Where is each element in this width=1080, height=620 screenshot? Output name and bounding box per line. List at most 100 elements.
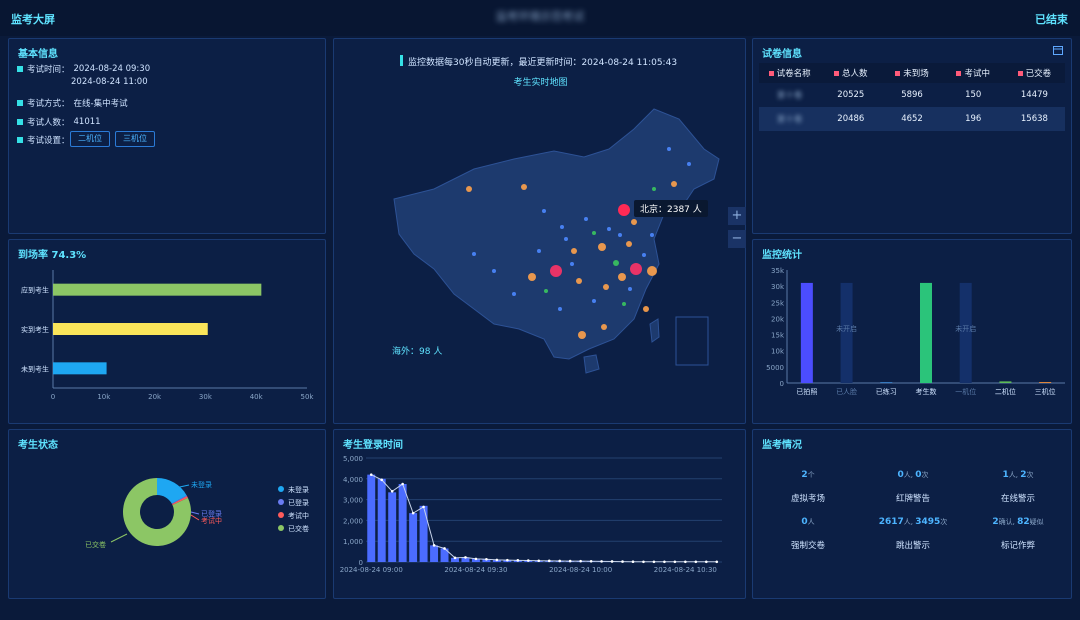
bullet-icon [17,100,23,106]
stat-red-card: 0人, 0次 红牌警告 [895,470,930,504]
category-label: 应到考生 [21,286,49,295]
y-tick-label: 25k [771,299,785,307]
slice-label: 已登录 [201,509,222,518]
column-header: 总人数 [820,67,881,79]
trend-point [652,560,656,564]
x-tick-label: 20k [148,393,162,401]
trend-point [443,547,446,550]
exam-title: 监考环境示范考试 [496,10,584,23]
absent-count: 5896 [901,90,923,100]
bar [419,505,428,562]
exam-time-label: 考试时间： [27,65,70,75]
paper-table: 试卷名称 总人数 未到场 考试中 已交卷 第十卷 20525 5896 150 … [759,63,1065,131]
exam-site-dot [592,231,596,235]
slice-label: 未登录 [191,480,212,489]
exam-count-row: 考试人数： 41011 [17,116,101,128]
student-status-title: 考生状态 [18,440,58,451]
trend-line [371,474,717,563]
column-header: 考试中 [943,67,1004,79]
slice-label: 已交卷 [85,540,106,549]
legend-label: 未登录 [288,485,309,494]
exam-site-dot [630,263,642,275]
exam-site-dot [512,292,516,296]
trend-point [401,482,404,486]
trend-point [506,558,509,562]
overseas-count: 海外：98 人 [392,347,443,357]
exam-status: 已结束 [1035,13,1068,26]
exam-site-dot [560,225,564,229]
trend-point [673,560,677,564]
trend-point [589,559,593,563]
exam-count-value: 41011 [73,117,101,127]
exam-settings-row: 考试设置： [17,134,70,146]
exam-site-dot [550,265,562,277]
exam-site-dot [528,273,536,281]
in-exam-count: 150 [965,90,982,100]
bar [430,545,439,562]
x-tick-label: 2024-08-24 09:30 [444,566,507,574]
update-notice: 监控数据每30秒自动更新，最近更新时间：2024-08-24 11:05:43 [408,58,678,68]
table-row[interactable]: 第十卷 20525 5896 150 14479 [759,83,1065,107]
column-header: 未到场 [881,67,942,79]
bar [461,557,470,562]
exam-site-dot [613,260,619,266]
x-tick-label: 已练习 [876,387,897,396]
exam-mode-label: 考试方式： [27,99,70,109]
bar [840,282,853,383]
exam-site-dot [667,147,671,151]
x-tick-label: 2024-08-24 09:00 [340,566,403,574]
total-count: 20525 [837,90,865,100]
exam-mode-value: 在线-集中考试 [73,99,128,109]
y-tick-label: 20k [771,315,785,323]
pie-slice [122,478,191,546]
x-tick-label: 二机位 [995,387,1016,396]
x-tick-label: 2024-08-24 10:00 [549,566,612,574]
x-tick-label: 0 [51,393,55,401]
pie-slice [172,496,188,505]
legend-label: 已交卷 [288,524,309,533]
x-tick-label: 40k [250,393,264,401]
pie-slice [171,495,188,505]
exam-mode-row: 考试方式： 在线-集中考试 [17,97,128,109]
callout-line [174,484,190,489]
exam-site-dot [521,184,527,190]
x-tick-label: 50k [301,393,315,401]
calendar-icon[interactable] [1053,45,1063,55]
paper-info-title: 试卷信息 [762,49,802,60]
exam-site-dot [647,266,657,276]
map-panel: 监控数据每30秒自动更新，最近更新时间：2024-08-24 11:05:43 … [333,38,746,424]
three-camera-button[interactable]: 三机位 [115,131,155,147]
monitor-situation-panel: 监考情况 2个 虚拟考场 0人, 0次 红牌警告 1人, 2次 在线警示 0人 … [752,429,1072,599]
trend-point [684,560,687,564]
exam-site-dot [618,233,622,237]
exam-site-dot [576,278,582,284]
monitor-situation-title: 监考情况 [762,440,802,451]
y-tick-label: 5,000 [343,455,363,463]
in-exam-count: 196 [965,114,982,124]
y-tick-label: 10k [771,348,785,356]
bar [53,362,107,375]
trend-point [631,560,635,563]
exam-site-dot [472,252,476,256]
zoom-in-button[interactable]: + [728,207,746,225]
bullet-icon [17,137,23,143]
exam-site-dot [652,187,656,191]
exam-site-dot [601,324,607,330]
zoom-out-button[interactable]: − [728,230,746,248]
x-tick-label: 10k [97,393,111,401]
bullet-icon [17,66,23,72]
stat-force-submit: 0人 强制交卷 [790,517,825,551]
pie-slice [157,478,187,504]
two-camera-button[interactable]: 二机位 [70,131,110,147]
stat-online-warning: 1人, 2次 在线警示 [1000,470,1035,504]
exam-site-dot [631,219,637,225]
china-map[interactable] [334,39,747,425]
taiwan-shape [649,318,660,343]
exam-site-dot [618,273,626,281]
exam-site-dot [592,299,596,303]
bar [388,492,397,562]
table-row[interactable]: 第十卷 20486 4652 196 15638 [759,107,1065,131]
monitor-stats-title: 监控统计 [762,250,802,261]
exam-site-dot [650,233,654,237]
